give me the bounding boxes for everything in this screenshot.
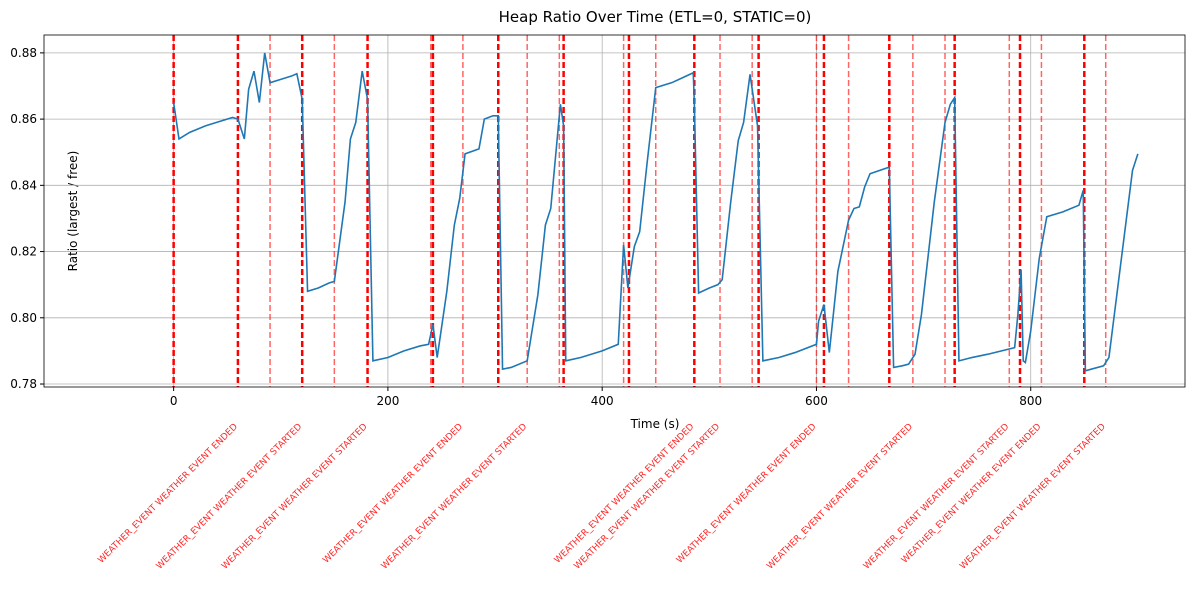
x-tick-label: 800 [1019,394,1042,408]
plot-frame [43,34,1186,388]
event-label: WEATHER_EVENT WEATHER EVENT STARTED [155,422,305,572]
event-label: WEATHER_EVENT WEATHER EVENT ENDED [900,422,1044,566]
y-tick-label: 0.78 [10,377,37,391]
event-label: WEATHER_EVENT WEATHER EVENT STARTED [220,422,370,572]
y-tick-label: 0.88 [10,46,37,60]
event-label: WEATHER_EVENT WEATHER EVENT ENDED [553,422,697,566]
x-tick-label: 0 [170,394,178,408]
y-tick-label: 0.84 [10,178,37,192]
y-axis-label: Ratio (largest / free) [66,151,80,272]
x-tick-label: 200 [376,394,399,408]
event-label: WEATHER_EVENT WEATHER EVENT ENDED [96,422,240,566]
event-label: WEATHER_EVENT WEATHER EVENT STARTED [380,422,530,572]
y-tick-label: 0.82 [10,245,37,259]
x-tick-label: 600 [805,394,828,408]
x-axis-label: Time (s) [630,417,680,431]
y-tick-label: 0.80 [10,311,37,325]
y-tick-label: 0.86 [10,112,37,126]
data-line [172,52,1139,372]
x-tick-label: 400 [591,394,614,408]
chart-title: Heap Ratio Over Time (ETL=0, STATIC=0) [499,8,812,26]
event-label: WEATHER_EVENT WEATHER EVENT STARTED [573,422,723,572]
